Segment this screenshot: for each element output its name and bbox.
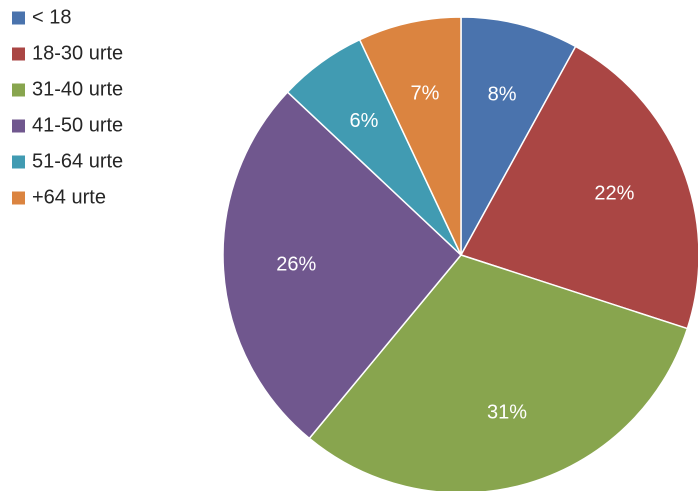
legend-label: 51-64 urte — [32, 150, 123, 172]
pie-slices — [222, 16, 698, 491]
pie-slice — [358, 16, 462, 256]
legend-label: 31-40 urte — [32, 78, 123, 100]
legend-swatch — [12, 155, 25, 169]
slice-data-label: 26% — [276, 254, 316, 276]
legend-swatch — [12, 119, 25, 133]
legend-label: 41-50 urte — [32, 114, 123, 136]
slice-labels: 8% 22% 31% 26% 6% 7% — [276, 82, 634, 423]
legend-swatch — [12, 191, 25, 205]
legend-label: +64 urte — [32, 186, 106, 208]
slice-data-label: 6% — [350, 110, 379, 132]
pie-slice — [459, 45, 698, 330]
slice-data-label: 7% — [411, 82, 440, 104]
slice-data-label: 22% — [594, 183, 634, 205]
pie-slice — [460, 16, 577, 256]
legend-label: 18-30 urte — [32, 42, 123, 64]
slice-data-label: 8% — [488, 83, 517, 105]
slice-data-label: 31% — [487, 402, 527, 424]
chart-legend: < 18 18-30 urte 31-40 urte 41-50 urte 51-64 … — [12, 6, 123, 208]
legend-swatch — [12, 83, 25, 97]
pie-slice — [222, 91, 463, 440]
legend-label: < 18 — [32, 6, 71, 28]
legend-swatch — [12, 47, 25, 61]
pie-slice — [308, 254, 689, 491]
legend-swatch — [12, 11, 25, 25]
